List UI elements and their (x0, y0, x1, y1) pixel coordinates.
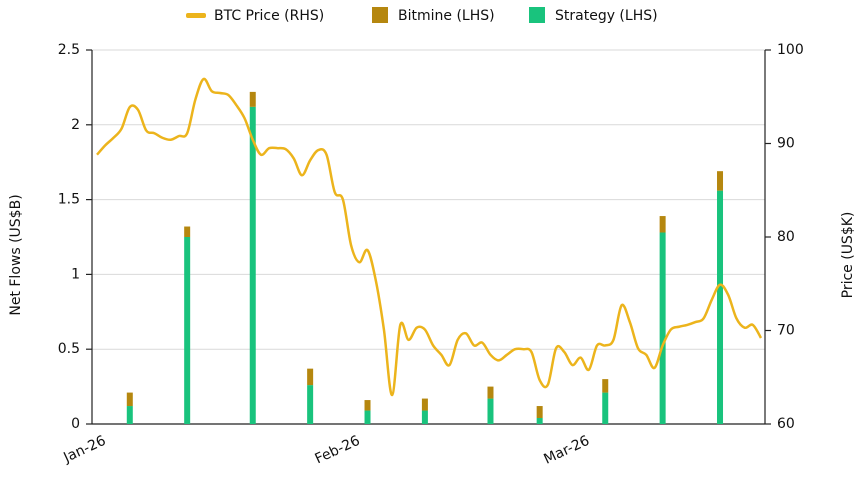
bar (184, 237, 191, 424)
bar (184, 226, 191, 237)
y-tick-label: 2.5 (58, 42, 80, 58)
bar (307, 385, 314, 424)
legend-swatch (186, 13, 206, 18)
bar (249, 91, 256, 107)
bar (421, 410, 428, 424)
y2-tick-label: 60 (777, 416, 795, 432)
bar (364, 400, 371, 411)
y-tick-label: 0 (71, 416, 80, 432)
bar (536, 406, 543, 419)
y2-tick-label: 70 (777, 323, 795, 339)
bar (487, 386, 494, 399)
bar (126, 406, 133, 424)
x-tick-label: Mar-26 (541, 433, 592, 468)
y-tick-label: 2 (71, 117, 80, 133)
legend-label: BTC Price (RHS) (214, 8, 324, 24)
bar (249, 106, 256, 425)
bar (536, 418, 543, 424)
bar (717, 171, 724, 191)
x-tick-label: Feb-26 (313, 433, 363, 468)
bar (659, 216, 666, 233)
bar (307, 368, 314, 386)
y2-tick-label: 90 (777, 136, 795, 152)
x-tick-label: Jan-26 (60, 433, 108, 467)
bar (364, 410, 371, 424)
y2-tick-label: 100 (777, 42, 804, 58)
bar (717, 190, 724, 424)
legend-swatch (372, 7, 388, 23)
legend-label: Bitmine (LHS) (398, 8, 495, 24)
y2-axis-title: Price (US$K) (840, 212, 856, 299)
y2-tick-label: 80 (777, 229, 795, 245)
bar (602, 392, 609, 424)
y-axis-title: Net Flows (US$B) (8, 194, 24, 315)
legend-swatch (529, 7, 545, 23)
bar (421, 398, 428, 411)
y-tick-label: 1.5 (58, 192, 80, 208)
bar (487, 398, 494, 424)
y-tick-label: 0.5 (58, 341, 80, 357)
bar (602, 379, 609, 393)
bar (659, 232, 666, 424)
y-tick-label: 1 (71, 266, 80, 282)
legend-label: Strategy (LHS) (555, 8, 658, 24)
price-line (96, 77, 763, 397)
bar (126, 392, 133, 407)
